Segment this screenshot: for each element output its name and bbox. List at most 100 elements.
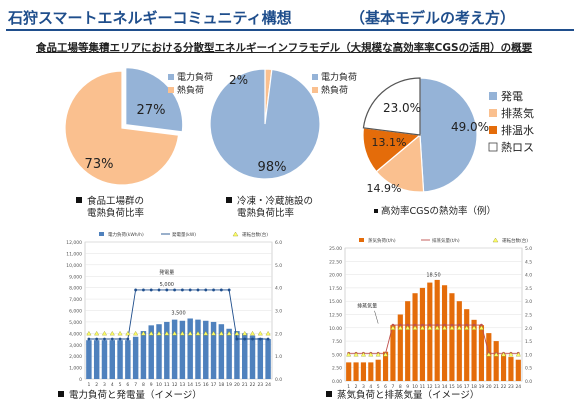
bar2-bar (456, 301, 462, 381)
bar1-line-point (134, 288, 138, 292)
bar1-y2tick: 4.0 (275, 286, 282, 292)
bar1-line-point (165, 288, 169, 292)
bar2-bar (405, 301, 411, 381)
bar2-line-point (413, 323, 417, 327)
bar1-xtick: 6 (126, 382, 129, 388)
bar1-ytick: 11,000 (66, 251, 82, 257)
bar2-ytick: 15.00 (329, 299, 342, 305)
bar2-xtick: 19 (479, 384, 485, 390)
bar1-xtick: 3 (103, 382, 106, 388)
bar2-legend-swatch (359, 238, 364, 242)
bar1-bar (257, 337, 264, 379)
bar2-ytick: 20.00 (329, 273, 342, 279)
bar2-bar (464, 309, 470, 381)
bar1-bar (265, 339, 271, 379)
bar1-bar (125, 340, 131, 379)
pie3-slice-loss (362, 77, 421, 136)
bar1-ytick: 12,000 (66, 240, 82, 246)
bar2-xtick: 11 (420, 384, 426, 390)
bar2-annotation-exhaust: 排蒸気量 (357, 303, 377, 310)
bar2-units-marker (419, 325, 425, 330)
bar1-xtick: 16 (203, 382, 209, 388)
bar1-xtick: 10 (156, 382, 162, 388)
bar1-line-point (204, 288, 208, 292)
bar1-ytick: 3,000 (69, 343, 82, 349)
page-title: 石狩スマートエネルギーコミュニティ構想 (8, 9, 292, 27)
bar2-xtick: 7 (392, 384, 395, 390)
bar2-xtick: 21 (493, 384, 499, 390)
bar1-bar (195, 319, 201, 379)
bar2-xtick: 3 (362, 384, 365, 390)
bar2-units-marker (397, 325, 403, 330)
bar1-units-marker (156, 330, 162, 336)
bar1-legend-label: 運転台数(台) (242, 231, 268, 238)
bar1-line-point (149, 288, 153, 292)
bar1-y2tick: 6.0 (275, 240, 282, 246)
pie3-legend-swatch-1 (489, 92, 497, 100)
bar1-units-marker (109, 330, 115, 336)
bar2-xtick: 20 (486, 384, 492, 390)
bar2-units-marker (515, 352, 521, 357)
bar2-units-marker (501, 352, 507, 357)
bar1-bar (210, 321, 217, 379)
bar1-xtick: 24 (265, 382, 271, 388)
bar1-bar (148, 325, 154, 379)
bar1-bar (234, 331, 240, 379)
bar2-y2tick: 1.0 (525, 352, 532, 358)
bar2-bar (346, 362, 352, 381)
bar1-xtick: 7 (134, 382, 137, 388)
bar1-xtick: 9 (150, 382, 153, 388)
bar2-units-marker (493, 352, 499, 357)
bar2-units-marker (434, 325, 440, 330)
bar1-xtick: 18 (218, 382, 224, 388)
bar2-xtick: 9 (406, 384, 409, 390)
bar1-line-point (180, 288, 184, 292)
bar2-y2tick: 3.5 (525, 286, 532, 292)
bar1-xtick: 4 (111, 382, 114, 388)
bar2-xtick: 14 (442, 384, 448, 390)
pie2-legend-heat: 熱負荷 (321, 84, 348, 96)
bar1-xtick: 19 (226, 382, 232, 388)
bar2-y2tick: 0.5 (525, 366, 532, 372)
bar1-line-point (142, 288, 145, 292)
bar2-ytick: 0.00 (332, 379, 342, 385)
pie2-label-electric: 98% (258, 160, 287, 175)
bar2-xtick: 22 (501, 384, 507, 390)
pie2-label-heat: 2% (229, 73, 248, 87)
bar1-units-marker (195, 330, 201, 336)
bar2-units-marker (375, 352, 381, 357)
bar2-units-marker (471, 325, 477, 330)
bar1-line-point (243, 337, 247, 341)
bar1-xtick: 13 (180, 382, 186, 388)
bar2-legend-label: 蒸気負荷(t/h) (368, 237, 396, 244)
bar2-y2tick: 4.5 (525, 259, 532, 265)
bar2-bar (397, 314, 403, 381)
bar1-units-marker (101, 330, 108, 336)
caption-bullet (226, 197, 232, 203)
bar2-annotation-peak: 18.50 (426, 273, 440, 279)
bar2-bar (515, 359, 521, 381)
bar2-units-marker (442, 325, 448, 330)
bar2-bar (382, 351, 389, 381)
pie1-caption-line1: 食品工場群の (87, 196, 145, 207)
bar1-legend-swatch (232, 231, 239, 237)
pie3-legend-label-3: 排温水 (501, 123, 534, 137)
pie2-slice-electric (209, 68, 321, 180)
bar1-units-marker (140, 330, 146, 336)
bar1-ytick: 0 (79, 377, 82, 383)
bar1-caption: 電力負荷と発電量（イメージ） (58, 390, 202, 402)
overview-heading: 食品工場等集積エリアにおける分散型エネルギーインフラモデル（大規模な高効率率CG… (36, 42, 533, 54)
bar2-units-marker (383, 352, 389, 357)
bar1-line-point (126, 337, 130, 341)
bar1-units-marker (172, 330, 178, 336)
pie1-label-heat: 27% (137, 103, 166, 118)
bar2-line-point (435, 323, 439, 327)
bar1-line-point (173, 288, 177, 292)
bar2-xtick: 6 (384, 384, 387, 390)
pie3-legend-swatch-2 (489, 109, 497, 117)
bar1-bar (117, 340, 123, 379)
bar2-line-point (421, 323, 424, 327)
bar1-bar (140, 331, 147, 379)
bar2-y2tick: 0.0 (525, 379, 532, 385)
bar2-units-marker (390, 325, 396, 330)
